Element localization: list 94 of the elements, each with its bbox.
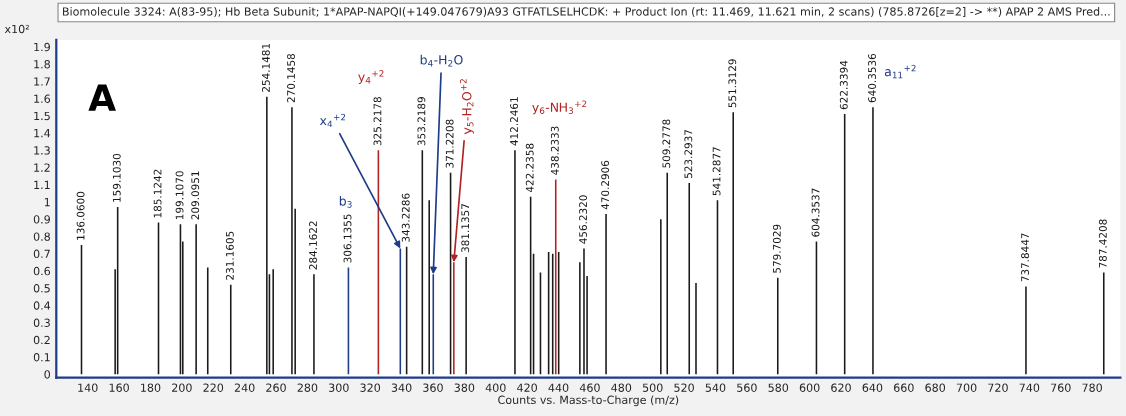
y-tick-label: 0.6: [33, 266, 51, 276]
x-tick-label: 260: [266, 383, 286, 392]
y-tick-label: 0.8: [33, 232, 50, 241]
y-tick-label: 0.4: [33, 301, 51, 310]
annotation: A: [88, 84, 116, 111]
x-tick-label: 420: [517, 383, 537, 392]
annotation: 136.0600: [76, 191, 85, 240]
annotation: b$_{3}$: [339, 196, 352, 208]
x-tick-label: 440: [548, 383, 569, 392]
x-axis-title: Counts vs. Mass-to-Charge (m/z): [498, 395, 679, 407]
annotation: 284.1622: [309, 221, 317, 270]
x-tick-label: 460: [579, 383, 600, 392]
annotation: a$_{11}$$^{+2}$: [884, 64, 916, 79]
x-tick-label: 180: [141, 383, 161, 392]
x-tick-label: 240: [234, 383, 255, 392]
annotation: 737.8447: [1021, 233, 1029, 282]
annotation: b$_{4}$-H$_{2}$O: [420, 54, 463, 67]
x-tick-label: 140: [78, 383, 98, 392]
y-tick-label: 1.3: [34, 146, 50, 155]
x-tick-label: 300: [329, 383, 349, 392]
y-tick-label: 0.1: [33, 353, 50, 362]
annotation: 579.7029: [772, 224, 781, 273]
x-tick-label: 280: [297, 383, 318, 392]
x-tick-label: 740: [1019, 383, 1040, 392]
x-tick-label: 720: [988, 383, 1008, 392]
annotation: 640.3536: [868, 53, 876, 103]
x-tick-label: 200: [172, 383, 192, 392]
annotation: 381.1357: [461, 204, 470, 253]
annotation: 343.2286: [401, 193, 410, 242]
annotation: 270.1458: [287, 53, 295, 103]
y-tick-label: 1: [44, 198, 50, 207]
y-tick-label: 0.7: [33, 249, 50, 259]
y-tick-label: 0.9: [33, 215, 50, 224]
annotation: 438.2333: [550, 126, 559, 175]
annotation: 185.1242: [153, 169, 162, 218]
y-tick-label: 0: [44, 370, 51, 379]
annotation: y$_{5}$-H$_{2}$O$^{+2}$: [460, 79, 474, 135]
y-tick-label: 1.4: [34, 129, 51, 138]
annotation: 523.2937: [684, 130, 693, 179]
x-tick-label: 220: [203, 383, 224, 392]
y-tick-label: 1.1: [34, 180, 50, 189]
x-tick-label: 360: [423, 383, 443, 392]
x-tick-label: 760: [1051, 383, 1071, 392]
x-tick-label: 340: [391, 383, 412, 392]
x-tick-label: 500: [642, 383, 663, 392]
annotation: 371.2208: [445, 119, 454, 168]
x-tick-label: 660: [893, 383, 914, 392]
x-tick-label: 600: [799, 383, 820, 392]
x-tick-label: 400: [485, 383, 506, 392]
y-tick-label: 1.9: [34, 42, 50, 52]
x-tick-label: 580: [768, 383, 789, 392]
annotation: 209.0951: [191, 171, 200, 220]
x-tick-label: 640: [862, 383, 883, 392]
annotation: 787.4208: [1098, 219, 1107, 268]
chart-title: Biomolecule 3324: A(83-95); Hb Beta Subunit; 1*APAP-NAPQI(+149.047679)A93 GTFATLSELHCDK: + Product Ion (rt: 11.469, 11.621 min, 2 scans) (785.8726[z=2] -> **) APAP 2 AMS Pred...: [63, 7, 1110, 18]
y-tick-label: 1.2: [34, 163, 50, 172]
annotation: 470.2906: [601, 160, 610, 210]
annotation: 551.3129: [728, 59, 737, 108]
y-tick-label: 0.2: [33, 335, 50, 345]
annotation: 412.2461: [510, 97, 518, 146]
x-tick-label: 380: [454, 383, 475, 392]
x-tick-label: 700: [956, 383, 977, 392]
annotation: 306.1355: [343, 214, 352, 263]
x-tick-label: 680: [925, 383, 946, 392]
annotation: 422.2358: [525, 143, 534, 193]
x-tick-label: 540: [705, 383, 726, 392]
x-tick-label: 160: [109, 383, 129, 392]
y-tick-label: 1.5: [34, 111, 50, 121]
x-tick-label: 480: [611, 383, 632, 392]
annotation: x$_{4}$$^{+2}$: [319, 113, 346, 128]
annotation: 254.1481: [261, 43, 270, 92]
y-tick-label: 0.5: [33, 284, 50, 293]
x-tick-label: 560: [737, 383, 757, 392]
annotation: 541.2877: [712, 147, 721, 196]
y-tick-label: 1.7: [34, 77, 50, 86]
annotation: 325.2178: [373, 97, 382, 146]
annotation: 231.1605: [225, 231, 234, 280]
x-tick-label: 620: [831, 383, 851, 392]
x-tick-label: 320: [360, 383, 381, 392]
annotation: 604.3537: [811, 188, 820, 237]
annotation: 622.3394: [839, 60, 848, 110]
annotation: y$_{4}$$^{+2}$: [358, 70, 384, 84]
y-tick-label: 1.6: [34, 94, 51, 103]
annotation: 353.2189: [417, 97, 426, 146]
annotation: y$_{6}$-NH$_{3}$$^{+2}$: [532, 100, 587, 115]
x-tick-label: 520: [674, 383, 694, 392]
annotation: 159.1030: [112, 153, 121, 202]
y-tick-label: 1.8: [34, 60, 50, 69]
x-tick-label: 780: [1082, 383, 1102, 392]
annotation: 509.2778: [662, 119, 671, 168]
y-axis-title: x10²: [4, 24, 29, 34]
annotation: 199.1070: [175, 171, 184, 220]
y-tick-label: 0.3: [33, 318, 50, 327]
annotation: 456.2320: [579, 195, 588, 244]
